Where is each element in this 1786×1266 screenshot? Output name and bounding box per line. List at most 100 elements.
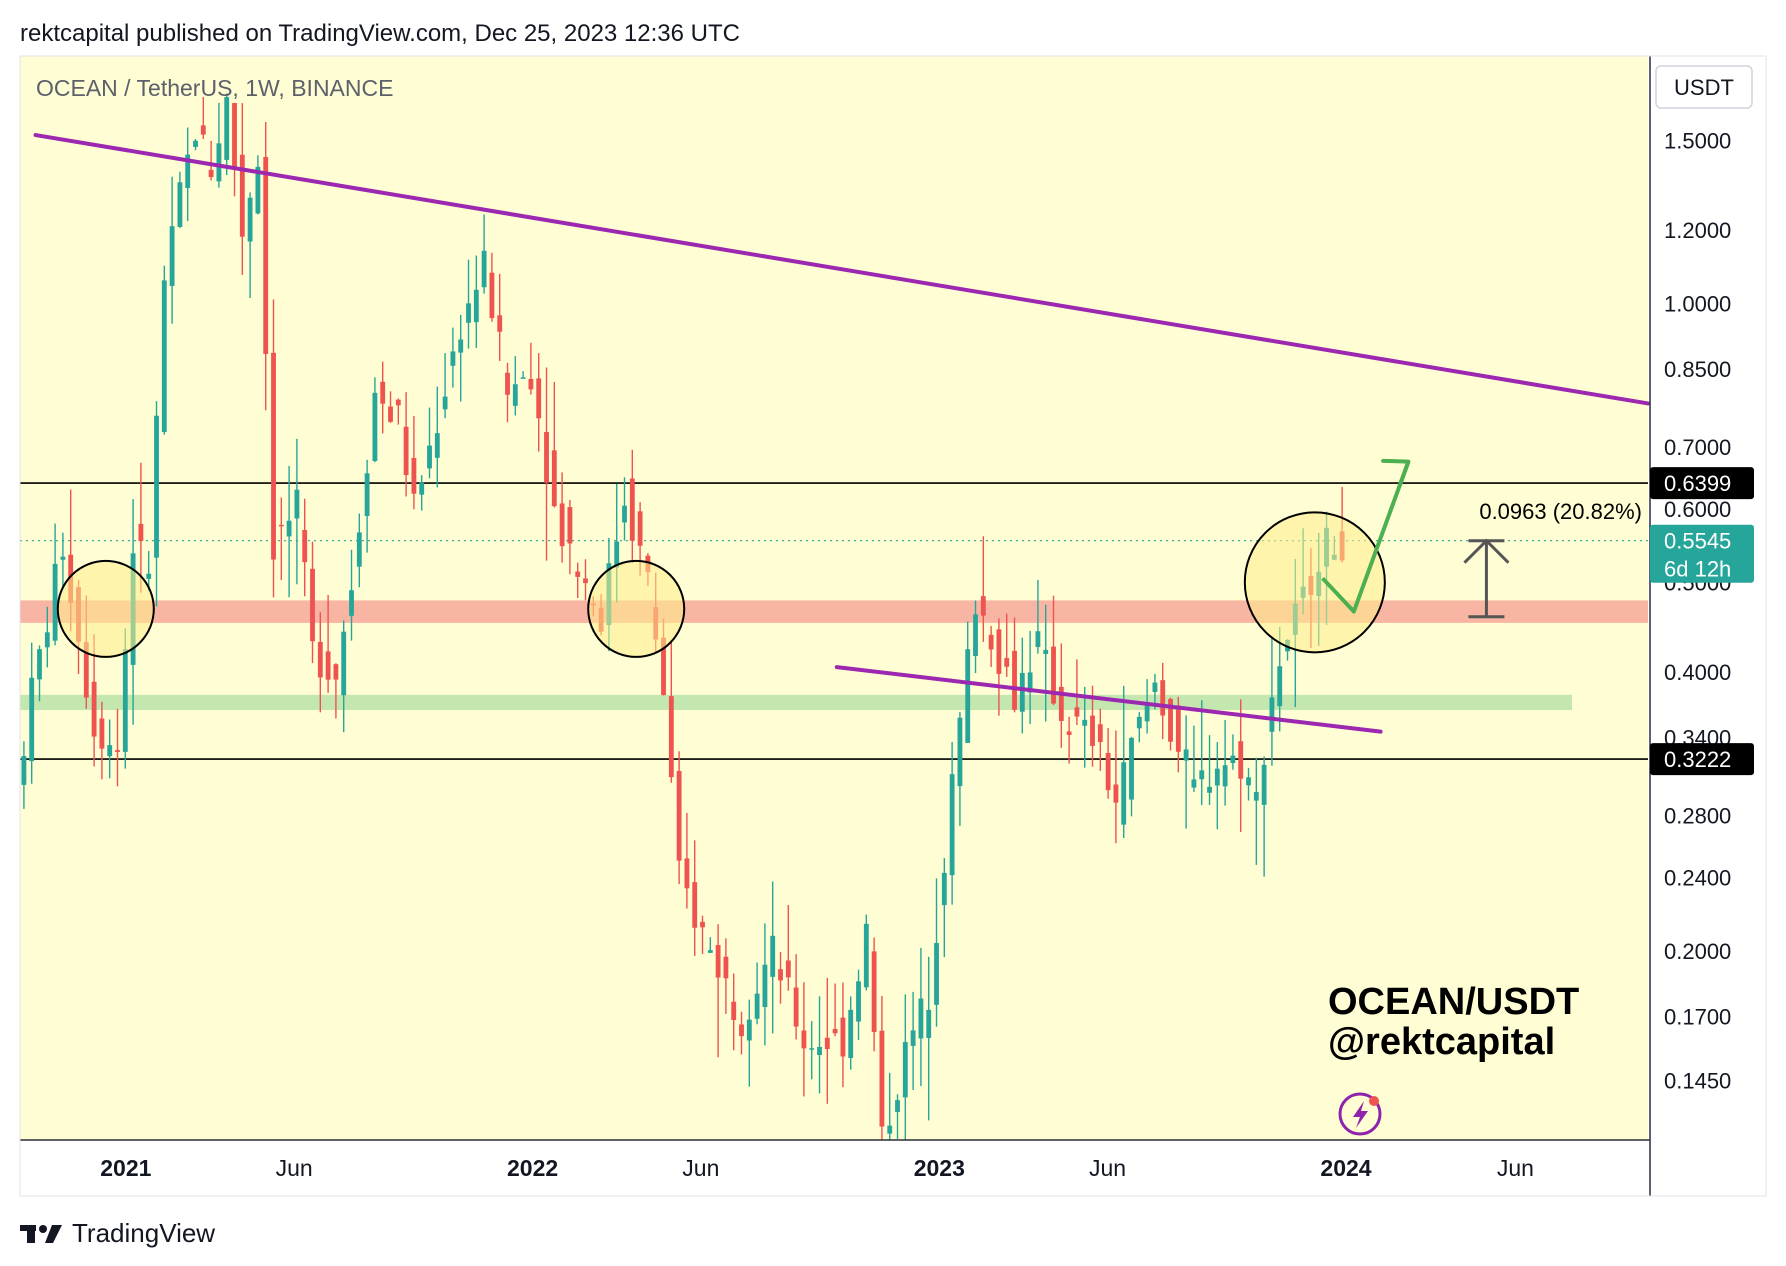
candle-body	[44, 632, 50, 648]
candle	[668, 640, 674, 783]
countdown-label: 6d 12h	[1664, 557, 1731, 582]
candle	[520, 371, 526, 379]
measure-label: 0.0963 (20.82%)	[1479, 499, 1642, 524]
candle-body	[29, 677, 35, 762]
price-tick-label: 0.6000	[1664, 497, 1731, 522]
zones-layer	[20, 600, 1648, 711]
candle-body	[731, 1001, 737, 1021]
candle-body	[1246, 777, 1251, 786]
candle-body	[1144, 702, 1150, 722]
candle	[622, 477, 627, 541]
candle	[762, 923, 768, 1046]
candle-body	[161, 280, 167, 433]
candle-body	[302, 530, 308, 563]
candle-body	[388, 406, 393, 422]
candle-body	[177, 182, 183, 227]
candle	[255, 155, 261, 215]
candle-body	[871, 951, 877, 1033]
currency-button-frame	[1655, 65, 1753, 109]
candle-body	[848, 1009, 854, 1059]
candle	[902, 994, 908, 1140]
candle	[1222, 720, 1228, 806]
candle-body	[1261, 764, 1267, 805]
price-tick-label: 1.2000	[1664, 218, 1731, 243]
candle-body	[146, 573, 152, 579]
candle	[481, 214, 487, 294]
candle	[1012, 617, 1017, 713]
watermark-handle: @rektcapital	[1328, 1021, 1555, 1063]
candle	[536, 353, 542, 452]
candle-body	[333, 664, 339, 680]
candle-body	[1082, 719, 1088, 726]
candle-body	[801, 1030, 807, 1049]
candle-body	[824, 1037, 830, 1050]
candle	[809, 1021, 815, 1080]
candle	[1043, 604, 1049, 722]
candle-body	[1222, 765, 1228, 787]
candle-body	[746, 1019, 752, 1041]
candle	[200, 96, 206, 139]
candle	[676, 751, 682, 885]
candle-body	[466, 303, 471, 323]
candle-body	[1199, 770, 1205, 780]
candle-body	[965, 649, 971, 743]
candle-body	[325, 651, 331, 680]
candle-body	[809, 1048, 815, 1050]
price-tick-label: 0.1450	[1664, 1068, 1731, 1093]
candle-body	[427, 445, 432, 469]
candle	[1004, 613, 1010, 677]
candle-body	[1043, 649, 1049, 654]
candle-body	[356, 532, 362, 567]
candle-body	[349, 590, 354, 616]
candle	[1097, 708, 1103, 771]
candle-body	[676, 770, 682, 861]
candle-body	[232, 103, 237, 170]
candle-body	[1230, 755, 1236, 763]
candle	[934, 878, 939, 1027]
candle-body	[1035, 631, 1041, 648]
candle-body	[754, 993, 760, 1019]
support-zone	[20, 694, 1572, 711]
price-tick-label: 0.2000	[1664, 939, 1731, 964]
tradingview-logo-icon	[20, 1224, 62, 1243]
candle-body	[832, 1028, 838, 1034]
candle	[1238, 699, 1244, 832]
candle	[1214, 742, 1220, 830]
candle-body	[411, 457, 417, 494]
candle-body	[840, 1017, 846, 1057]
candle	[302, 498, 308, 597]
currency-button[interactable]: USDT	[1655, 65, 1753, 109]
candle	[466, 259, 471, 349]
candle	[1183, 715, 1189, 829]
candle	[996, 618, 1002, 716]
tradingview-logo[interactable]: TradingView	[20, 1218, 215, 1249]
time-tick-label: 2021	[100, 1155, 151, 1181]
candle	[388, 391, 393, 423]
candle	[723, 938, 729, 1014]
candle	[707, 937, 713, 954]
candle	[185, 127, 191, 222]
candle	[1199, 700, 1205, 806]
candle-body	[1113, 784, 1119, 803]
candle-body	[434, 433, 440, 458]
candle-body	[91, 681, 97, 737]
candle-body	[1136, 716, 1142, 729]
candle-body	[200, 125, 206, 135]
highlight-circle	[587, 559, 686, 658]
candle	[957, 712, 963, 826]
candle	[731, 973, 737, 1051]
candle	[1019, 637, 1025, 734]
candle-body	[544, 431, 549, 483]
candle-body	[208, 169, 214, 178]
candle	[544, 367, 549, 561]
price-tag-label: 0.6399	[1664, 471, 1731, 496]
price-tick-label: 0.8500	[1664, 357, 1731, 382]
time-tick-label: 2022	[507, 1155, 558, 1181]
candle-body	[715, 945, 721, 978]
candle-body	[1129, 737, 1134, 800]
axes-layer: 1.50001.20001.00000.85000.70000.60000.50…	[19, 55, 1767, 1197]
candle-body	[193, 140, 198, 147]
candle	[863, 914, 869, 991]
candle	[21, 741, 27, 809]
